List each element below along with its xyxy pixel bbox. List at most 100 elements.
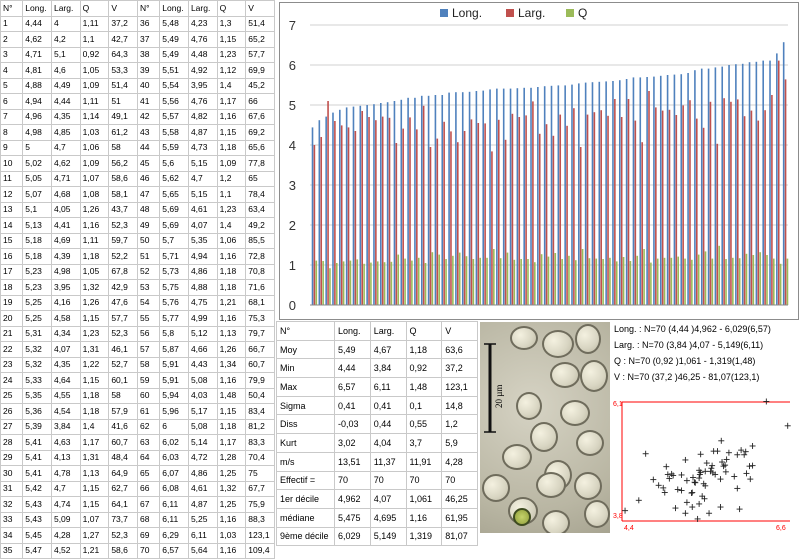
cell-v: 72,8: [245, 248, 275, 265]
cell-num: 48: [136, 201, 161, 218]
cell-num: 44: [136, 139, 161, 156]
stats-value: 46,25: [441, 489, 478, 509]
cell-num: 51: [136, 248, 161, 265]
cell-v: 52,3: [108, 527, 138, 544]
cell-q: 1,31: [79, 341, 110, 358]
bar-larg: [368, 117, 370, 305]
stats-label: médiane: [276, 507, 335, 528]
bar-q: [513, 259, 516, 305]
scatter-point: [736, 506, 743, 513]
bar-long: [707, 68, 710, 305]
cell-larg: 4,7: [50, 139, 81, 156]
cell-num: 8: [0, 124, 24, 141]
cell-num: 28: [0, 434, 24, 451]
cell-num: 66: [136, 480, 161, 497]
bar-larg: [477, 123, 480, 305]
table-row: 21 5,31 4,34 1,23 52,3 56 5,8 5,12 1,13 79,7: [0, 325, 275, 342]
cell-num: 13: [0, 201, 24, 218]
table-row: 10 5,02 4,62 1,09 56,2 45 5,6 5,15 1,09 77,8: [0, 155, 275, 172]
cell-larg: 5,15: [187, 155, 218, 172]
cell-larg: 5,09: [50, 511, 81, 528]
cell-long: 5,51: [159, 62, 189, 79]
legend-label: Long.: [452, 6, 482, 20]
cell-larg: 4,61: [187, 201, 218, 218]
stats-value: 0,1: [405, 395, 443, 416]
cell-long: 5,91: [159, 356, 189, 373]
cell-num: 46: [136, 170, 161, 187]
bar-long: [653, 76, 655, 305]
stats-value: 4,07: [369, 489, 407, 509]
stats-value: 4,44: [334, 358, 371, 379]
cell-q: 1,23: [216, 201, 247, 218]
cell-long: 5,49: [159, 46, 189, 63]
cell-larg: 4,87: [187, 124, 218, 141]
cell-num: 62: [136, 418, 161, 435]
y-tick-label: 1: [289, 258, 296, 273]
cell-v: 79,7: [245, 325, 275, 342]
bar-long: [468, 91, 471, 305]
bar-larg: [593, 112, 596, 305]
bar-larg: [327, 101, 329, 305]
cell-long: 5,65: [159, 186, 189, 203]
cell-long: 5,18: [22, 232, 52, 249]
bar-larg: [470, 119, 473, 306]
cell-larg: 3,95: [187, 77, 218, 94]
bar-long: [728, 65, 730, 305]
stats-value: 11,91: [405, 451, 443, 472]
cell-long: 5,76: [159, 294, 189, 311]
bar-larg: [518, 117, 521, 305]
stats-value: 4,04: [369, 433, 407, 453]
bar-long: [359, 105, 362, 305]
bar-q: [458, 252, 461, 305]
cell-larg: 4,23: [187, 15, 218, 32]
summary-line-q: Q : N=70 (0,92 )1,061 - 1,319(1,48): [614, 356, 756, 366]
bar-larg: [347, 127, 350, 306]
bar-long: [673, 74, 676, 305]
cell-v: 51,4: [108, 77, 138, 94]
table-row: 28 5,41 4,63 1,17 60,7 63 6,02 5,14 1,17 83,3: [0, 434, 275, 451]
bar-long: [769, 60, 771, 305]
bar-long: [325, 116, 327, 305]
scatter-point: [722, 468, 729, 475]
cell-num: 29: [0, 449, 24, 466]
spore-cell: [530, 422, 558, 452]
cell-q: 1,31: [79, 449, 110, 466]
bar-q: [376, 261, 379, 305]
summary-line-long: Long. : N=70 (4,44 )4,962 - 6,029(6,57): [614, 324, 771, 334]
table-row: 14 5,13 4,41 1,16 52,3 49 5,69 4,07 1,4 49,2: [0, 217, 275, 234]
bar-q: [486, 257, 488, 305]
bar-larg: [354, 131, 357, 305]
cell-v: 69,9: [245, 62, 275, 79]
table-row: 3 4,71 5,1 0,92 64,3 38 5,49 4,48 1,23 57,7: [0, 46, 275, 63]
stats-value: 61,95: [441, 507, 478, 528]
cell-v: 58,1: [108, 186, 138, 203]
bar-q: [718, 245, 720, 305]
bar-larg: [416, 129, 418, 305]
scatter-point: [763, 398, 770, 405]
cell-v: 43,7: [108, 201, 138, 218]
cell-q: 1,16: [216, 511, 247, 528]
stats-value: 4,67: [369, 339, 407, 360]
cell-long: 4,98: [22, 124, 52, 141]
cell-long: 4,71: [22, 46, 52, 63]
cell-v: 60,1: [108, 372, 138, 389]
stats-value: 1,48: [405, 377, 443, 397]
legend-swatch: [506, 9, 514, 17]
spore-cell: [482, 474, 510, 502]
scatter-point: [706, 510, 713, 517]
bar-long: [714, 67, 717, 306]
cell-v: 78,4: [245, 186, 275, 203]
bar-long: [475, 91, 478, 305]
stats-label: Effectif =: [276, 470, 335, 491]
stats-row: 9ème décile 6,029 5,149 1,319 81,07: [276, 526, 478, 547]
scatter-point: [682, 510, 689, 517]
bar-q: [609, 257, 611, 305]
table-row: 22 5,32 4,07 1,31 46,1 57 5,87 4,66 1,26 66,7: [0, 341, 275, 358]
bar-q: [650, 262, 652, 305]
cell-long: 5,43: [22, 511, 52, 528]
cell-num: 43: [136, 124, 161, 141]
bar-larg: [709, 101, 712, 305]
cell-v: 58,6: [108, 170, 138, 187]
cell-num: 5: [0, 77, 24, 94]
cell-long: 5,41: [22, 434, 52, 451]
